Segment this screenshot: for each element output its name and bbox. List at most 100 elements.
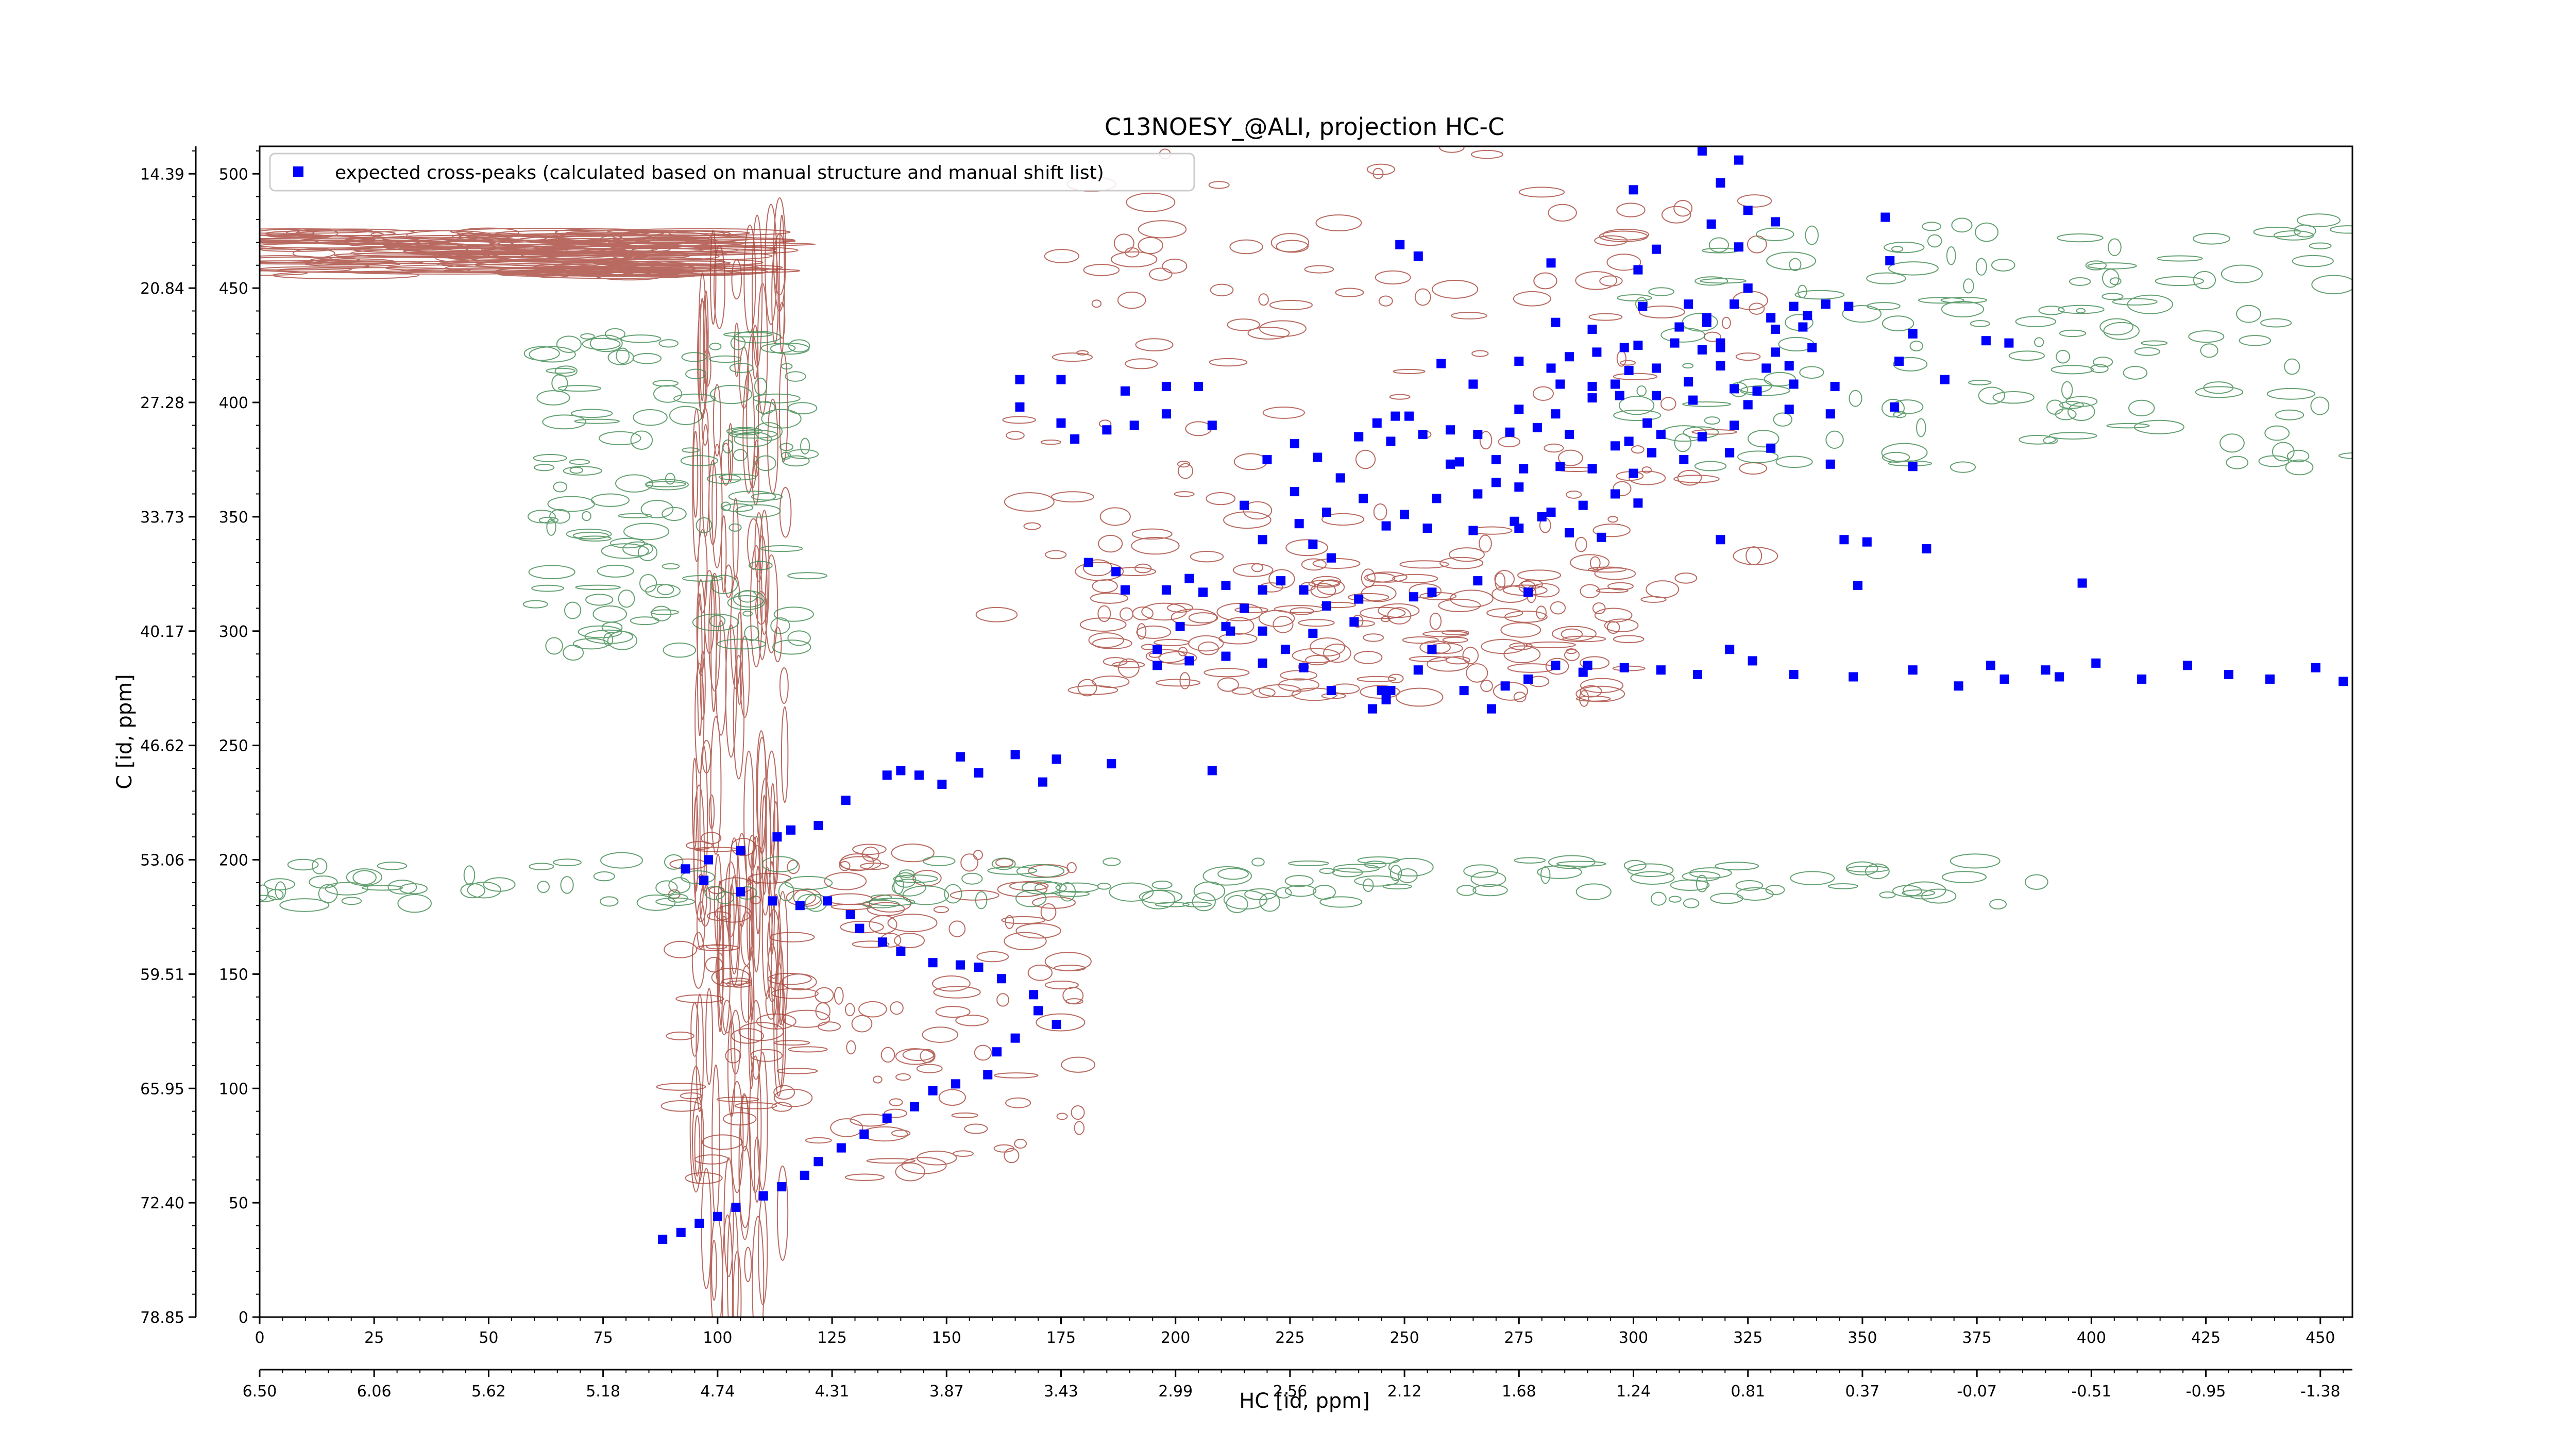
contour-ring: [534, 464, 555, 471]
contour-ring: [730, 875, 739, 975]
y-ppm-tick-label: 20.84: [140, 280, 184, 298]
contour-ring: [2050, 365, 2094, 375]
contour-ring: [1067, 685, 1118, 695]
cross-peak: [1638, 301, 1648, 311]
contour-ring: [1673, 475, 1720, 483]
y-index-axis: 0 50 100 150 200 250 300 350 400 450 500: [219, 150, 260, 1327]
y-ppm-axis: 78.85 72.40 65.95 59.51 53.06 46.62 40.17 33.73…: [140, 146, 197, 1327]
contour-ring: [1674, 433, 1692, 452]
cross-peak: [1537, 512, 1547, 521]
cross-peak: [1908, 665, 1918, 675]
contour-ring: [1312, 558, 1361, 569]
cross-peak: [1885, 256, 1895, 265]
cross-peak: [1386, 436, 1396, 446]
cross-peak: [1578, 667, 1588, 677]
contour-ring: [601, 543, 649, 559]
contour-ring: [781, 706, 789, 803]
cross-peak: [1372, 418, 1382, 428]
contour-ring: [728, 429, 777, 439]
contour-ring: [1056, 1113, 1068, 1120]
contour-ring: [2192, 233, 2230, 245]
contour-ring: [705, 956, 723, 973]
contour-ring: [1704, 416, 1720, 425]
contour-ring: [711, 444, 723, 569]
contour-ring: [1273, 616, 1294, 633]
contour-ring: [993, 1072, 1039, 1079]
contour-ring: [1775, 456, 1813, 468]
contour-ring: [682, 575, 723, 582]
contour-ring: [1660, 397, 1676, 411]
contour-ring: [1015, 923, 1061, 939]
cross-peak: [1716, 178, 1725, 188]
contour-ring: [1229, 239, 1263, 255]
cross-peak: [1880, 212, 1890, 222]
contour-ring: [330, 254, 479, 263]
contour-ring: [1575, 536, 1587, 552]
contour-ring: [589, 242, 816, 247]
cross-peak: [1798, 322, 1808, 332]
contour-ring: [1472, 884, 1508, 897]
contour-ring: [622, 541, 653, 557]
contour-ring: [655, 897, 696, 906]
contour-ring: [787, 402, 818, 415]
contour-ring: [1797, 284, 1807, 298]
contour-ring: [1599, 230, 1648, 242]
cross-peak: [1734, 155, 1743, 165]
contour-ring: [771, 988, 819, 999]
cross-peak: [1853, 581, 1863, 590]
x-ppm-tick-label: 6.50: [243, 1383, 277, 1401]
contour-ring: [1226, 895, 1248, 913]
cross-peak: [1427, 645, 1437, 654]
contour-ring: [1353, 651, 1383, 664]
contour-ring: [1540, 866, 1551, 884]
contour-ring: [706, 474, 741, 484]
contour-ring: [311, 858, 328, 874]
contour-ring: [788, 339, 810, 353]
contour-ring: [636, 894, 676, 911]
y-axis-label: C [id, ppm]: [113, 674, 137, 789]
cross-peak: [2055, 672, 2064, 682]
contour-ring: [1308, 580, 1341, 588]
contour-ring: [1092, 637, 1132, 650]
contour-ring: [1366, 163, 1396, 176]
contour-ring: [1579, 690, 1589, 707]
contour-ring: [1471, 149, 1503, 159]
cross-peak: [1400, 510, 1410, 519]
cross-peak: [1514, 482, 1524, 492]
x-index-tick-label: 25: [364, 1329, 384, 1347]
contour-ring: [884, 1108, 907, 1118]
contour-ring: [2076, 308, 2086, 314]
cross-peak: [1354, 432, 1364, 442]
cross-peak: [1056, 418, 1066, 428]
contour-ring: [1001, 916, 1046, 924]
cross-peak: [1954, 681, 1963, 691]
contour-ring: [528, 510, 556, 524]
y-ppm-tick-label: 65.95: [140, 1080, 184, 1098]
contour-ring: [1079, 617, 1127, 632]
contour-ring: [2329, 225, 2352, 234]
x-index-tick-label: 200: [1161, 1329, 1190, 1347]
contour-ring: [769, 932, 815, 942]
contour-ring: [734, 1102, 777, 1109]
contour-ring: [618, 589, 635, 608]
contour-ring: [607, 349, 634, 365]
cross-peak: [1716, 361, 1725, 370]
contour-ring: [377, 862, 408, 870]
contour-ring: [1335, 288, 1364, 297]
contour-ring: [785, 371, 806, 382]
contour-ring: [1055, 890, 1090, 897]
contour-ring: [1259, 684, 1302, 698]
contour-ring: [933, 986, 981, 999]
contour-ring: [1532, 386, 1554, 401]
contour-ring: [279, 898, 330, 912]
contour-ring: [1315, 214, 1362, 231]
contour-ring: [1620, 360, 1636, 366]
x-index-tick-label: 175: [1046, 1329, 1076, 1347]
contour-ring: [553, 481, 568, 493]
contour-ring: [1607, 582, 1634, 591]
contour-ring: [1891, 246, 1904, 252]
y-ppm-tick-label: 78.85: [140, 1309, 184, 1327]
contour-ring: [1270, 233, 1310, 252]
contour-ring: [1503, 645, 1541, 664]
cross-peak: [1349, 617, 1359, 627]
